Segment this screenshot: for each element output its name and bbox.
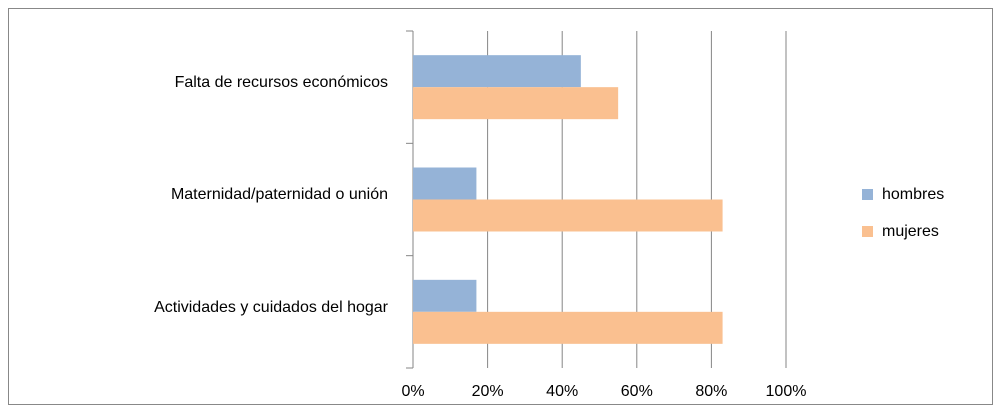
bar (413, 55, 581, 88)
x-tick-label: 20% (472, 383, 504, 400)
bar (413, 279, 477, 312)
x-tick-label: 40% (546, 383, 578, 400)
legend-label: mujeres (882, 223, 939, 240)
legend-swatch (862, 226, 873, 237)
x-tick-label: 0% (401, 383, 424, 400)
y-tick-label: Actividades y cuidados del hogar (154, 298, 388, 316)
y-tick-label: Falta de recursos económicos (174, 74, 388, 92)
legend-label: hombres (882, 186, 944, 203)
legend-swatch (862, 189, 873, 200)
y-tick-label: Maternidad/paternidad o unión (170, 186, 388, 204)
bar (413, 87, 619, 120)
category-label-box: Actividades y cuidados del hogar (8, 256, 388, 360)
category-label-box: Maternidad/paternidad o unión (8, 143, 388, 247)
bar (413, 167, 477, 200)
x-tick-label: 80% (695, 383, 727, 400)
x-tick-label: 100% (766, 383, 807, 400)
bar (413, 311, 723, 344)
category-label-box: Falta de recursos económicos (8, 31, 388, 135)
x-tick-label: 60% (621, 383, 653, 400)
bar (413, 199, 723, 232)
